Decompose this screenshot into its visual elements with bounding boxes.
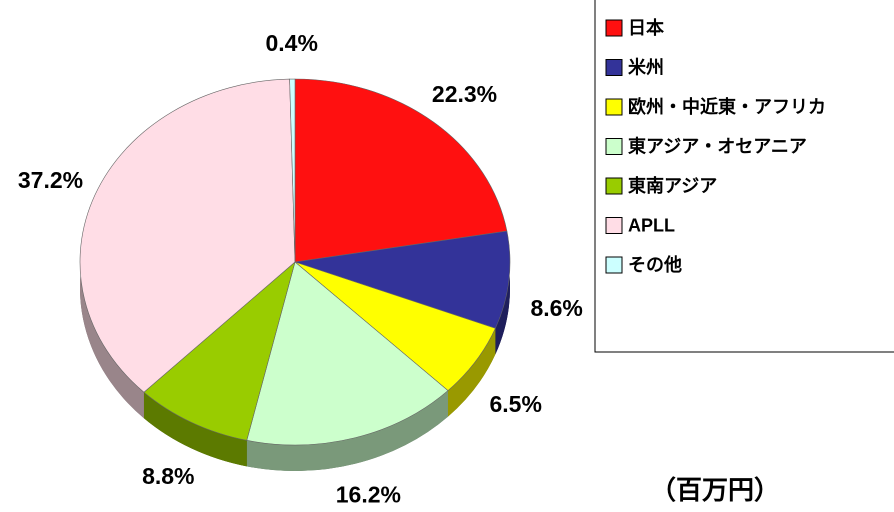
pie-slice (294, 230, 511, 329)
legend-label: 東アジア・オセアニア (628, 135, 807, 156)
legend-swatch (605, 138, 623, 155)
pie-slice (79, 78, 296, 393)
legend-swatch (605, 19, 623, 37)
legend-label: APLL (628, 215, 675, 235)
legend-swatch (605, 217, 623, 234)
data-label: 16.2% (336, 481, 401, 507)
legend-swatch (605, 98, 623, 116)
unit-label: （百万円） (650, 475, 780, 505)
pie-slice (246, 261, 449, 446)
pie-slice (143, 261, 296, 441)
legend-swatch (605, 59, 623, 76)
legend-label: 欧州・中近東・アフリカ (628, 96, 826, 117)
pie-slice (289, 78, 296, 263)
pie-slice (294, 78, 508, 263)
pie-slice-side (246, 390, 448, 471)
data-label: 0.4% (265, 30, 317, 56)
pie (79, 78, 511, 471)
legend-label: 日本 (628, 17, 664, 38)
legend-swatch (605, 177, 623, 195)
legend-label: その他 (628, 254, 682, 275)
legend-label: 東南アジア (628, 175, 717, 196)
legend-label: 米州 (628, 56, 664, 77)
data-label: 6.5% (490, 391, 542, 417)
legend-box (594, 0, 894, 353)
data-label: 37.2% (18, 167, 83, 193)
legend-swatch (605, 256, 623, 274)
pie-slice-side (495, 231, 510, 355)
data-label: 8.8% (142, 463, 194, 489)
data-label: 22.3% (432, 81, 497, 107)
data-label: 8.6% (530, 295, 582, 321)
